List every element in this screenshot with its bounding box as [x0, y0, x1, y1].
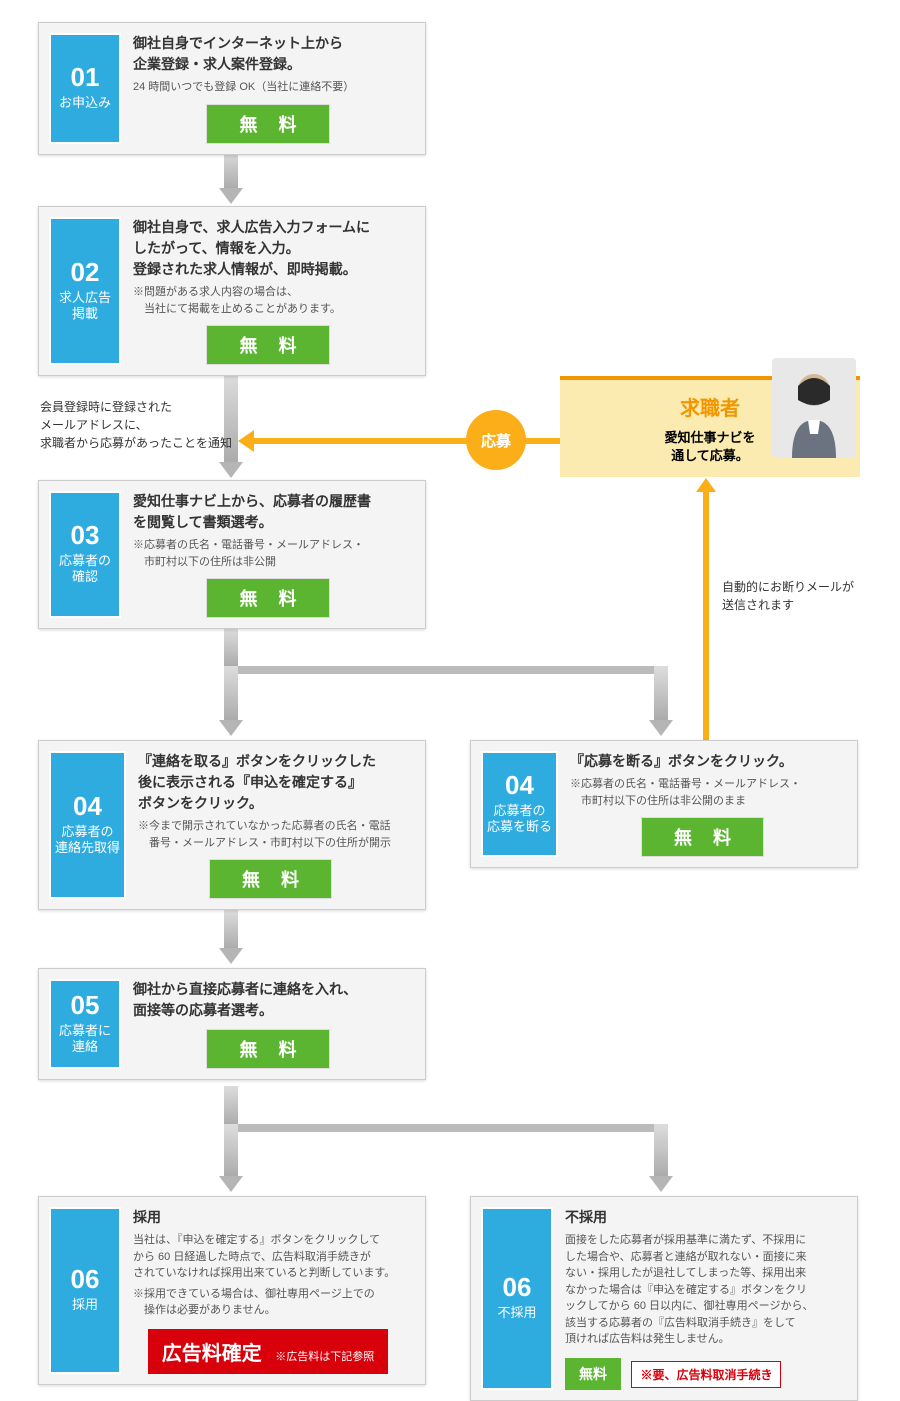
step-02-main: 御社自身で、求人広告入力フォームに したがって、情報を入力。 登録された求人情報… [133, 217, 403, 280]
step-06b-red-note: ※要、広告料取消手続き [631, 1361, 781, 1388]
apply-arrow-left [238, 430, 254, 452]
step-02-badge: 02 求人広告 掲載 [49, 217, 121, 365]
step-03-sub: ※応募者の氏名・電話番号・メールアドレス・ 市町村以下の住所は非公開 [133, 537, 403, 570]
jobseeker-avatar [772, 358, 856, 458]
step-02-free: 無 料 [206, 325, 329, 365]
step-06a-title: 採用 [133, 1207, 403, 1228]
step-05-num: 05 [71, 990, 100, 1021]
arrow-down-4a-5 [219, 948, 243, 964]
step-06b-free: 無料 [565, 1358, 621, 1390]
arrow-down-1-2 [219, 188, 243, 204]
fork-stem-from-5 [224, 1086, 238, 1126]
apply-label: 応募 [481, 430, 511, 451]
arrow-down-to-6a [219, 1176, 243, 1192]
step-02: 02 求人広告 掲載 御社自身で、求人広告入力フォームに したがって、情報を入力… [38, 206, 426, 376]
reject-line-v [703, 490, 709, 740]
step-05-main: 御社から直接応募者に連絡を入れ、 面接等の応募者選考。 [133, 979, 403, 1021]
fork-stem-from-3 [224, 628, 238, 668]
arrow-down-to-4b [649, 720, 673, 736]
fork-hline [225, 666, 661, 674]
step-06b: 06 不採用 不採用 面接をした応募者が採用基準に満たず、不採用に した場合や、… [470, 1196, 858, 1401]
step-04a-label: 応募者の 連絡先取得 [55, 824, 120, 855]
step-03-label: 応募者の 確認 [59, 553, 111, 584]
step-06a-badge: 06 採用 [49, 1207, 121, 1374]
step-06a: 06 採用 採用 当社は、『申込を確定する』ボタンをクリックして から 60 日… [38, 1196, 426, 1385]
step-06a-red-note: ※広告料は下記参照 [275, 1351, 374, 1363]
step-03-badge: 03 応募者の 確認 [49, 491, 121, 618]
step-04b-free: 無 料 [641, 817, 764, 857]
step-04b-sub: ※応募者の氏名・電話番号・メールアドレス・ 市町村以下の住所は非公開のまま [570, 776, 835, 809]
reject-arrow-up [696, 478, 716, 492]
fork-stem-to-4a [224, 666, 238, 722]
arrow-down-to-4a [219, 720, 243, 736]
fork-hline-2 [225, 1124, 661, 1132]
arrow-stem-4a-5 [224, 910, 238, 950]
note-2: 自動的にお断りメールが 送信されます [722, 578, 854, 614]
step-02-sub: ※問題がある求人内容の場合は、 当社にて掲載を止めることがあります。 [133, 284, 403, 317]
step-01-sub: 24 時間いつでも登録 OK（当社に連絡不要） [133, 79, 403, 96]
step-06a-main: 当社は、『申込を確定する』ボタンをクリックして から 60 日経過した時点で、広… [133, 1232, 403, 1282]
step-05-label: 応募者に 連絡 [59, 1023, 111, 1054]
step-06a-sub: ※採用できている場合は、御社専用ページ上での 操作は必要がありません。 [133, 1286, 403, 1319]
step-03-free: 無 料 [206, 578, 329, 618]
step-06b-main: 面接をした応募者が採用基準に満たず、不採用に した場合や、応募者と連絡が取れない… [565, 1232, 835, 1348]
step-04b-main: 『応募を断る』ボタンをクリック。 [570, 751, 835, 772]
step-04b: 04 応募者の 応募を断る 『応募を断る』ボタンをクリック。 ※応募者の氏名・電… [470, 740, 858, 868]
step-04a-num: 04 [73, 791, 102, 822]
step-04b-num: 04 [505, 770, 534, 801]
step-01-badge: 01 お申込み [49, 33, 121, 144]
step-03: 03 応募者の 確認 愛知仕事ナビ上から、応募者の履歴書 を閲覧して書類選考。 … [38, 480, 426, 629]
step-01-free: 無 料 [206, 104, 329, 144]
step-02-label: 求人広告 掲載 [59, 290, 111, 321]
step-06b-title: 不採用 [565, 1207, 835, 1228]
step-03-num: 03 [71, 520, 100, 551]
step-06b-label: 不採用 [497, 1305, 536, 1321]
step-04a-free: 無 料 [209, 859, 332, 899]
step-01: 01 お申込み 御社自身でインターネット上から 企業登録・求人案件登録。 24 … [38, 22, 426, 155]
step-02-num: 02 [71, 257, 100, 288]
step-06a-red-text: 広告料確定 [162, 1343, 262, 1365]
step-05-free: 無 料 [206, 1029, 329, 1069]
arrow-down-2-3 [219, 462, 243, 478]
step-04a: 04 応募者の 連絡先取得 『連絡を取る』ボタンをクリックした 後に表示される『… [38, 740, 426, 910]
step-06b-num: 06 [503, 1272, 532, 1303]
fork-stem-to-4b [654, 666, 668, 722]
step-03-main: 愛知仕事ナビ上から、応募者の履歴書 を閲覧して書類選考。 [133, 491, 403, 533]
step-04a-badge: 04 応募者の 連絡先取得 [49, 751, 126, 899]
step-05: 05 応募者に 連絡 御社から直接応募者に連絡を入れ、 面接等の応募者選考。 無… [38, 968, 426, 1080]
note-1: 会員登録時に登録された メールアドレスに、 求職者から応募があったことを通知 [40, 398, 232, 452]
step-06a-label: 採用 [72, 1297, 98, 1313]
step-05-badge: 05 応募者に 連絡 [49, 979, 121, 1069]
step-06b-badge: 06 不採用 [481, 1207, 553, 1390]
step-06a-red-badge: 広告料確定 ※広告料は下記参照 [148, 1329, 389, 1374]
fork-stem-to-6a [224, 1124, 238, 1178]
step-01-label: お申込み [59, 95, 111, 111]
step-06a-num: 06 [71, 1264, 100, 1295]
step-04a-sub: ※今まで開示されていなかった応募者の氏名・電話 番号・メールアドレス・市町村以下… [138, 818, 403, 851]
step-04a-main: 『連絡を取る』ボタンをクリックした 後に表示される『申込を確定する』 ボタンをク… [138, 751, 403, 814]
step-04b-label: 応募者の 応募を断る [487, 803, 552, 834]
apply-circle: 応募 [466, 410, 526, 470]
arrow-down-to-6b [649, 1176, 673, 1192]
arrow-stem-1-2 [224, 150, 238, 190]
step-01-main: 御社自身でインターネット上から 企業登録・求人案件登録。 [133, 33, 403, 75]
step-04b-badge: 04 応募者の 応募を断る [481, 751, 558, 857]
step-01-num: 01 [71, 62, 100, 93]
fork-stem-to-6b [654, 1124, 668, 1178]
